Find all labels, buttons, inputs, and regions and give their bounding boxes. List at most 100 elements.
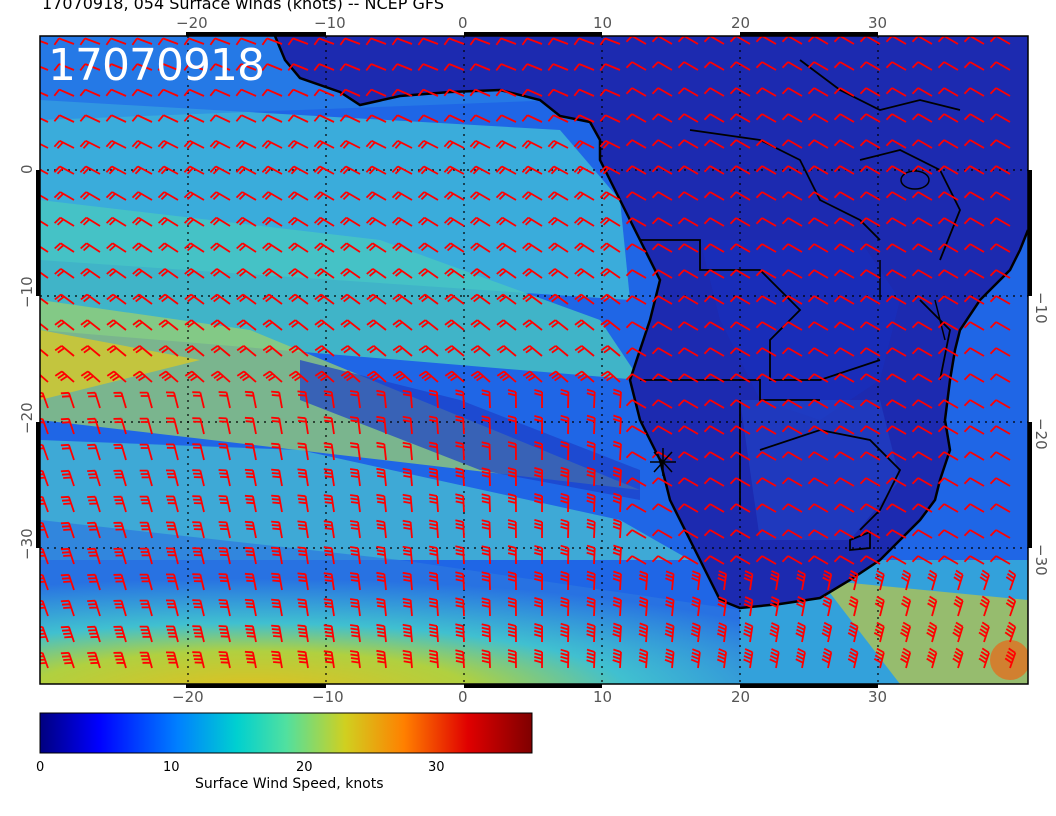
wind-barb — [192, 599, 205, 617]
wind-barb — [807, 347, 829, 357]
wind-barb — [139, 599, 153, 617]
wind-barb — [339, 139, 361, 149]
wind-barb — [769, 596, 780, 617]
wind-barb — [573, 139, 595, 149]
wind-barb — [885, 165, 907, 175]
wind-barb — [158, 293, 179, 305]
wind-barb — [455, 415, 465, 435]
wind-barb — [80, 319, 101, 331]
wind-barb — [271, 468, 283, 487]
wind-barb — [339, 114, 361, 123]
wind-barb — [314, 268, 335, 279]
wind-barb — [781, 191, 803, 201]
wind-barb — [703, 139, 725, 149]
wind-barb — [297, 390, 309, 409]
wind-barb — [612, 544, 622, 565]
wind-barb — [314, 242, 335, 253]
wind-barb — [885, 36, 907, 45]
wind-barb — [677, 555, 699, 565]
wind-barb — [989, 191, 1011, 201]
wind-barb — [833, 243, 855, 253]
wind-barb — [244, 468, 257, 487]
wind-barb — [574, 345, 595, 357]
wind-barb — [807, 113, 829, 123]
wind-barb — [833, 113, 855, 123]
wind-barb — [717, 570, 727, 591]
wind-barb — [521, 114, 543, 123]
wind-barb — [859, 347, 881, 357]
wind-barb — [376, 649, 387, 669]
wind-barb — [729, 87, 751, 97]
wind-barb — [781, 139, 803, 149]
wind-barb — [192, 573, 205, 591]
wind-barb — [402, 623, 413, 643]
wind-barb — [989, 61, 1011, 71]
wind-barb — [547, 191, 569, 201]
wind-barb — [481, 493, 491, 513]
wind-barb — [40, 322, 49, 331]
wind-barb — [444, 370, 465, 383]
wind-barb — [349, 650, 361, 669]
wind-barb — [911, 36, 933, 45]
wind-barb — [105, 191, 127, 201]
wind-barb — [703, 373, 725, 383]
wind-barb — [729, 165, 751, 175]
wind-barb — [507, 389, 517, 409]
wind-barb — [755, 451, 777, 461]
wind-barb — [113, 495, 127, 513]
wind-barb — [271, 416, 283, 435]
wind-barb — [600, 319, 621, 331]
wind-barb — [443, 191, 465, 201]
wind-barb — [755, 113, 777, 123]
wind-barb — [989, 243, 1011, 253]
wind-barb — [53, 88, 75, 97]
wind-barb — [885, 113, 907, 123]
wind-barb — [1005, 569, 1017, 591]
wind-barb — [665, 596, 675, 617]
wind-barb — [716, 648, 727, 669]
wind-barb — [428, 493, 439, 513]
wind-barb — [521, 63, 543, 71]
wind-barb — [833, 399, 855, 409]
wind-barb — [131, 37, 153, 46]
wind-barb — [651, 503, 673, 513]
wind-barb — [703, 425, 725, 435]
wind-barb — [495, 165, 517, 175]
wind-barb — [40, 470, 49, 487]
wind-barb — [900, 569, 912, 591]
wind-barb — [989, 139, 1011, 149]
wind-barb — [911, 61, 933, 71]
wind-barb — [612, 440, 622, 461]
wind-barb — [795, 647, 806, 669]
wind-barb — [937, 61, 959, 71]
wind-barb — [165, 625, 179, 643]
wind-barb — [40, 652, 49, 669]
wind-barb — [651, 139, 673, 149]
wind-barb — [885, 191, 907, 201]
wind-barb — [158, 345, 179, 357]
wind-barb — [638, 648, 649, 669]
wind-barb — [979, 595, 990, 617]
wind-barb — [625, 425, 647, 435]
wind-barb — [54, 242, 75, 253]
wind-barb — [989, 87, 1011, 97]
wind-barb — [625, 295, 647, 305]
wind-barb — [677, 425, 699, 435]
wind-barb — [209, 191, 231, 201]
wind-barb — [349, 416, 361, 435]
wind-barb — [507, 493, 517, 513]
wind-barb — [859, 165, 881, 175]
station-marker — [650, 448, 676, 476]
wind-barb — [885, 139, 907, 149]
wind-barb — [339, 88, 361, 97]
wind-barb — [690, 622, 701, 643]
wind-barb — [158, 319, 179, 331]
wind-barb — [651, 399, 673, 409]
wind-barb — [183, 191, 205, 201]
wind-barb — [755, 503, 777, 513]
wind-barb — [677, 477, 699, 487]
wind-barb — [244, 546, 257, 565]
wind-barb — [534, 441, 543, 461]
wind-barb — [755, 191, 777, 201]
wind-barb — [625, 87, 647, 97]
